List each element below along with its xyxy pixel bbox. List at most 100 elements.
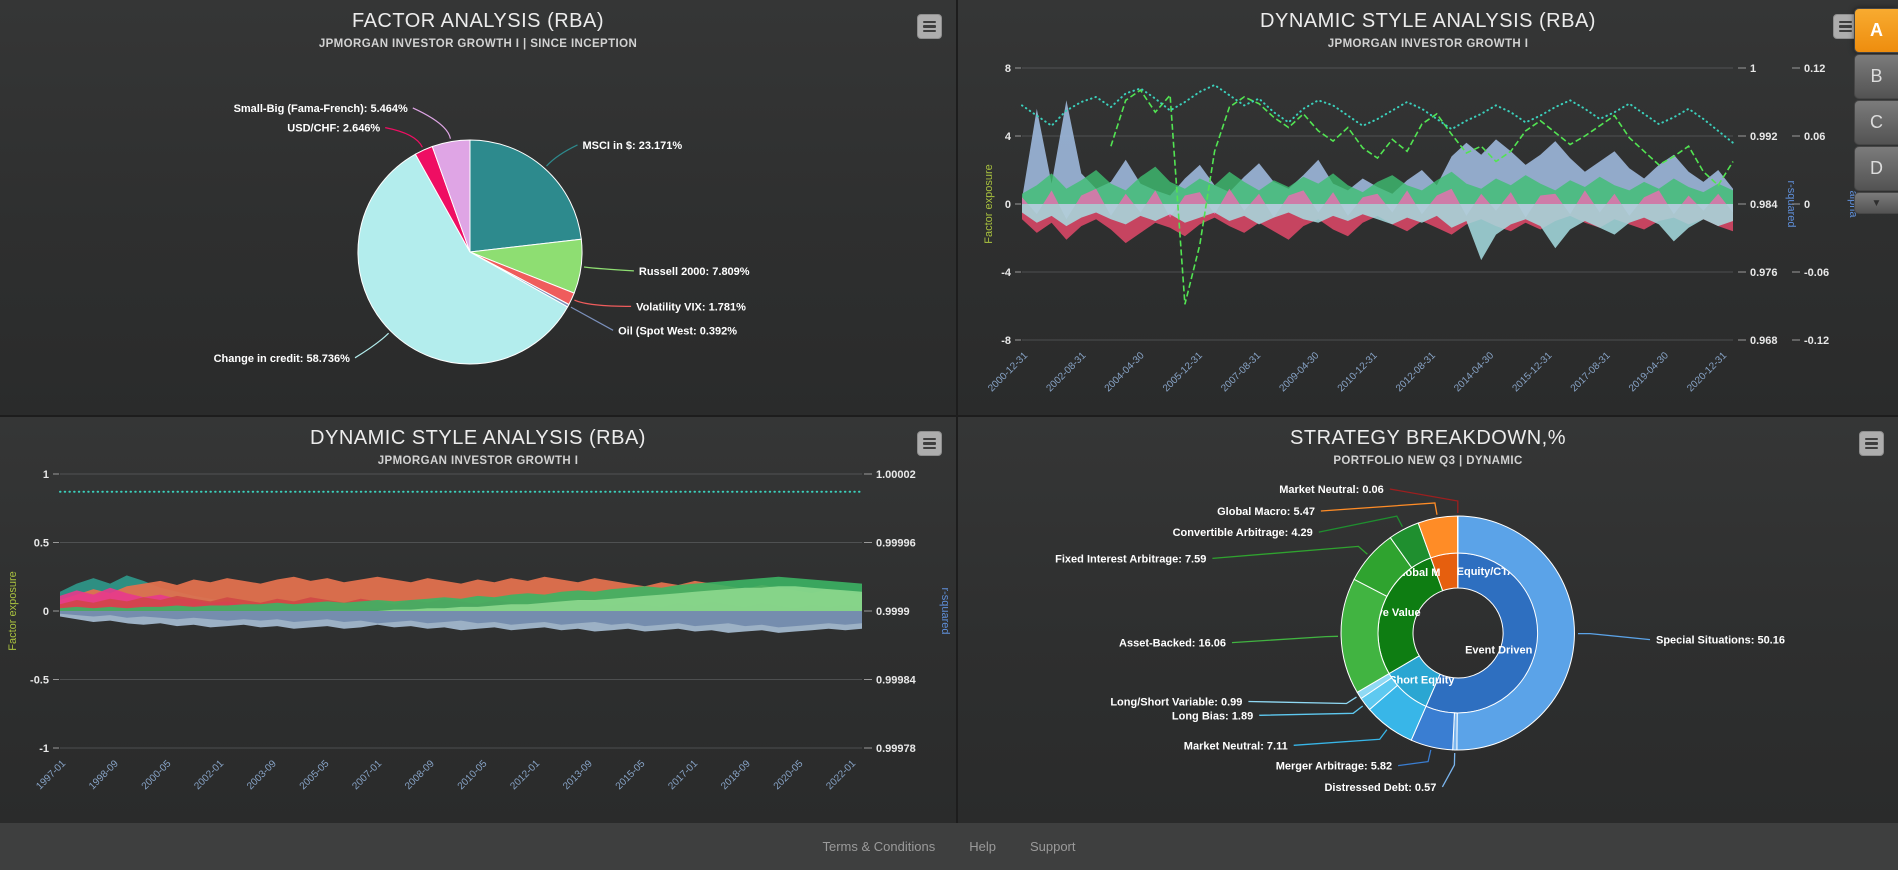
- x-axis-tick-label: 2017-08-31: [1569, 350, 1613, 394]
- x-axis-tick-label: 2015-05: [614, 758, 648, 792]
- x-axis-tick-label: 2007-08-31: [1219, 350, 1263, 394]
- x-axis-tick-label: 2010-12-31: [1336, 350, 1380, 394]
- x-axis-tick-label: 2020-05: [772, 758, 806, 792]
- right-axis-tick-label: 0.976: [1750, 267, 1778, 279]
- sunburst-label-line: [1293, 729, 1388, 746]
- x-axis-tick-label: 2018-09: [719, 758, 753, 792]
- y-axis-tick-label: -1: [39, 743, 49, 755]
- pie-label-line: [583, 266, 634, 272]
- stream-area-band-slate: [60, 611, 862, 628]
- hamburger-icon: [923, 437, 936, 440]
- y-axis-tick-label: 1: [43, 469, 49, 481]
- side-tab-c[interactable]: C: [1854, 100, 1898, 145]
- right-axis-tick-label: 0.99978: [876, 743, 916, 755]
- chart-context-menu-button[interactable]: [917, 14, 942, 39]
- right-axis-tick-label: 0: [1804, 199, 1810, 211]
- y-axis-tick-label: -8: [1001, 335, 1011, 347]
- chevron-down-icon: ▼: [1871, 197, 1882, 209]
- stream-area-band-lightgreen: [60, 586, 862, 611]
- x-axis-tick-label: 2019-04-30: [1627, 350, 1671, 394]
- panel-dsa-bottom: DYNAMIC STYLE ANALYSIS (RBA) JPMORGAN IN…: [0, 417, 956, 823]
- pie-label-line: [570, 306, 614, 331]
- right-axis-tick-label: 0.9999: [876, 606, 910, 618]
- x-axis-tick-label: 2014-04-30: [1452, 350, 1496, 394]
- pie-label-line: [354, 332, 390, 359]
- y-axis-tick-label: -4: [1001, 267, 1012, 279]
- y-axis-tick-label: 0: [43, 606, 49, 618]
- chart-context-menu-button[interactable]: [917, 431, 942, 456]
- x-axis-tick-label: 2022-01: [824, 758, 858, 792]
- right-axis-tick-label: 0.984: [1750, 199, 1778, 211]
- side-tab-b[interactable]: B: [1854, 54, 1898, 99]
- right-axis-tick-label: 0.99984: [876, 675, 917, 687]
- pie-slice-label: Russell 2000: 7.809%: [639, 266, 750, 278]
- pie-slice-label: USD/CHF: 2.646%: [287, 123, 380, 135]
- right-axis-tick-label: 0.06: [1804, 131, 1825, 143]
- x-axis-tick-label: 2003-09: [245, 758, 279, 792]
- sunburst-label-line: [1231, 635, 1339, 644]
- panel-dsa-top: DYNAMIC STYLE ANALYSIS (RBA) JPMORGAN IN…: [958, 0, 1898, 415]
- sunburst-segment[interactable]: [1456, 515, 1575, 751]
- chart-context-menu-button[interactable]: [1859, 431, 1884, 456]
- sunburst-outer-label: Long Bias: 1.89: [1172, 710, 1253, 722]
- dynamic-style-top-chart[interactable]: 8 4 0 -4 -8 Factor exposure 1 0.992 0.984 0.976 0.…: [958, 0, 1898, 415]
- right-axis-tick-label: 0.12: [1804, 63, 1825, 75]
- sunburst-inner-label: Equity/CTA: [1457, 566, 1516, 578]
- footer-link-help[interactable]: Help: [969, 839, 996, 854]
- sunburst-label-line: [1441, 752, 1456, 788]
- x-axis-tick-label: 2000-05: [140, 758, 174, 792]
- sunburst-outer-label: Market Neutral: 0.06: [1279, 484, 1384, 496]
- x-axis-tick-label: 2015-12-31: [1510, 350, 1554, 394]
- pie-label-line: [574, 299, 632, 307]
- side-tab-d[interactable]: D: [1854, 146, 1898, 191]
- x-axis-tick-label: 2017-01: [666, 758, 700, 792]
- dynamic-style-bottom-chart[interactable]: 1 0.5 0 -0.5 -1 Factor exposure 1.00002 0.99996…: [0, 417, 956, 823]
- sunburst-outer-label: Merger Arbitrage: 5.82: [1276, 761, 1392, 773]
- sunburst-inner-label: Event Driven: [1465, 645, 1533, 657]
- line-series-r-squared-line: [1021, 83, 1734, 144]
- sunburst-outer-label: Global Macro: 5.47: [1217, 506, 1315, 518]
- hamburger-icon: [1865, 437, 1878, 440]
- right-axis-tick-label: 0.968: [1750, 335, 1778, 347]
- pie-slice[interactable]: [469, 139, 582, 253]
- side-tab-a[interactable]: A: [1854, 8, 1898, 53]
- right-axis-tick-label: -0.12: [1804, 335, 1829, 347]
- x-axis-tick-label: 2005-05: [298, 758, 332, 792]
- pie-slice-label: Oil (Spot West: 0.392%: [618, 325, 737, 337]
- sunburst-label-line: [1248, 696, 1357, 705]
- y-axis-title: Factor exposure: [7, 571, 19, 650]
- sunburst-outer-label: Convertible Arbitrage: 4.29: [1173, 527, 1313, 539]
- pie-slice-label: Small-Big (Fama-French): 5.464%: [234, 103, 408, 115]
- x-axis-tick-label: 2020-12-31: [1685, 350, 1729, 394]
- x-axis-tick-label: 2009-04-30: [1277, 350, 1321, 394]
- side-tab-strip: A B C D ▼: [1854, 8, 1898, 214]
- factor-analysis-pie-chart[interactable]: MSCI in $: 23.171% Russell 2000: 7.809% Vo…: [0, 0, 956, 415]
- y-axis-tick-label: 4: [1005, 131, 1012, 143]
- sunburst-label-line: [1318, 515, 1403, 533]
- x-axis-tick-label: 2007-01: [350, 758, 384, 792]
- right-axis-tick-label: 0.99996: [876, 538, 916, 550]
- x-axis-tick-label: 1997-01: [34, 758, 68, 792]
- right-axis-tick-label: 1.00002: [876, 469, 916, 481]
- footer-link-support[interactable]: Support: [1029, 839, 1076, 854]
- pie-label-line: [412, 107, 451, 139]
- pie-slice-label: Volatility VIX: 1.781%: [636, 301, 746, 313]
- side-tab-more[interactable]: ▼: [1854, 192, 1898, 214]
- pie-slice[interactable]: [431, 139, 471, 253]
- x-axis-tick-label: 2012-01: [508, 758, 542, 792]
- sunburst-label-line: [1389, 488, 1459, 513]
- x-axis-tick-label: 2013-09: [561, 758, 595, 792]
- panel-factor-analysis: FACTOR ANALYSIS (RBA) JPMORGAN INVESTOR …: [0, 0, 956, 415]
- right-axis-tick-label: 1: [1750, 63, 1756, 75]
- right-axis-title: r-squared: [1785, 180, 1797, 227]
- footer-link-terms[interactable]: Terms & Conditions: [822, 839, 936, 854]
- pie-slice[interactable]: [357, 153, 569, 365]
- sunburst-outer-label: Asset-Backed: 16.06: [1119, 638, 1226, 650]
- x-axis-tick-label: 2000-12-31: [986, 350, 1030, 394]
- hamburger-icon: [923, 20, 936, 23]
- right-axis-tick-label: 0.992: [1750, 131, 1778, 143]
- x-axis-tick-label: 2005-12-31: [1161, 350, 1205, 394]
- stream-area-exposure-band-5: [1022, 204, 1733, 261]
- y-axis-tick-label: 0: [1005, 199, 1011, 211]
